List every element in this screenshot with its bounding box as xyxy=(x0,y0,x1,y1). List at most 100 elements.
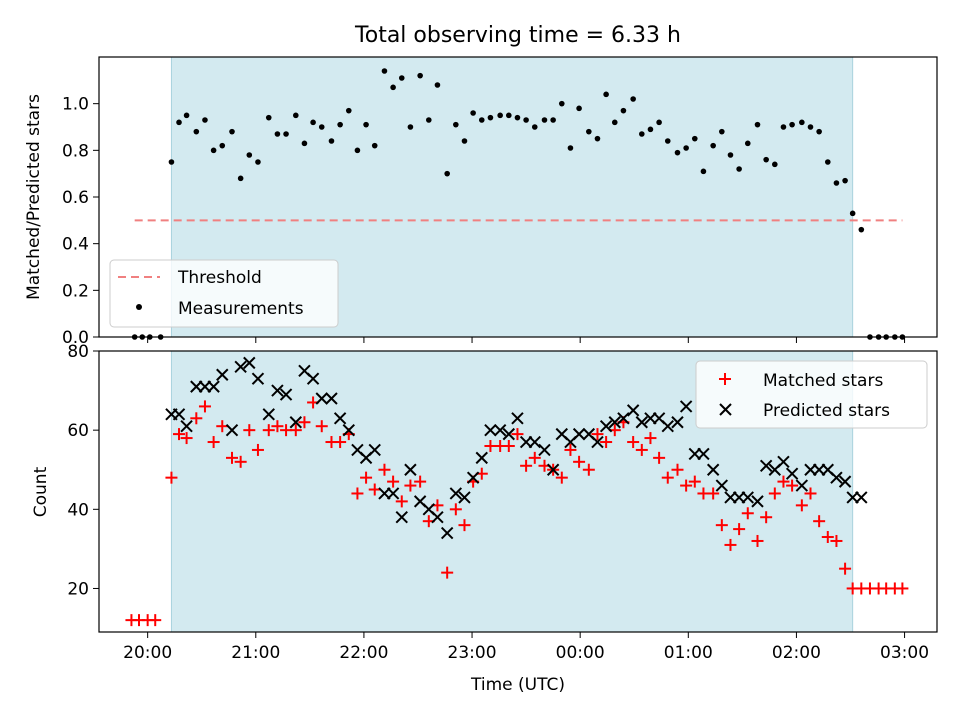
predicted-point xyxy=(271,384,284,397)
count-legend-matched-label: Matched stars xyxy=(763,371,883,391)
matched-point xyxy=(760,511,773,524)
matched-point xyxy=(251,443,264,456)
measurement-point xyxy=(594,135,601,142)
measurement-point xyxy=(176,119,182,126)
matched-point xyxy=(733,523,746,536)
measurement-point xyxy=(345,107,352,114)
xtick-label: 03:00 xyxy=(880,643,929,663)
matched-point xyxy=(528,451,541,464)
matched-point xyxy=(378,463,391,476)
matched-point xyxy=(591,428,604,441)
predicted-point xyxy=(225,423,239,437)
predicted-point xyxy=(333,412,347,425)
predicted-point xyxy=(440,526,454,540)
predicted-point xyxy=(306,372,320,385)
measurement-point xyxy=(789,121,795,128)
xtick-label: 02:00 xyxy=(772,643,821,663)
count-ytick-label: 40 xyxy=(67,500,89,520)
matched-point xyxy=(414,475,427,488)
xtick-label: 22:00 xyxy=(339,643,388,663)
predicted-point xyxy=(671,416,684,429)
predicted-point xyxy=(626,404,640,417)
measurement-point xyxy=(576,105,582,112)
measurement-point xyxy=(620,107,627,114)
matched-point xyxy=(334,436,347,449)
matched-point xyxy=(839,562,852,575)
matched-point xyxy=(582,463,595,476)
measurement-point xyxy=(478,117,485,123)
ratio-ytick-label: 0.6 xyxy=(62,188,89,208)
measurement-point xyxy=(210,147,217,154)
measurement-point xyxy=(531,124,538,130)
xtick-label: 00:00 xyxy=(556,643,605,663)
measurement-point xyxy=(586,128,592,135)
measurement-point xyxy=(550,117,556,123)
measurement-point xyxy=(523,117,529,123)
xtick-label: 01:00 xyxy=(664,643,713,663)
measurement-point xyxy=(363,121,369,128)
measurement-point xyxy=(727,152,734,158)
ratio-panel: 0.0 0.2 0.4 0.6 0.8 1.0 Matched/Predicted sta… xyxy=(24,56,938,348)
measurement-point xyxy=(611,119,618,126)
measurement-point xyxy=(849,210,856,217)
predicted-point xyxy=(706,463,720,476)
predicted-point xyxy=(234,360,247,374)
matched-point xyxy=(315,420,328,433)
measurement-point xyxy=(318,124,325,130)
predicted-point xyxy=(404,463,417,476)
predicted-point xyxy=(216,368,229,381)
predicted-point xyxy=(251,372,265,385)
count-legend-box xyxy=(695,360,928,429)
measurement-point xyxy=(780,124,787,130)
ratio-series-0 xyxy=(131,68,906,340)
predicted-point xyxy=(493,423,507,437)
measurement-point xyxy=(807,124,814,130)
measurement-point xyxy=(700,168,707,175)
ratio-legend: Threshold Measurements xyxy=(109,259,339,328)
matched-point xyxy=(351,487,364,500)
matched-point xyxy=(724,538,737,551)
measurement-point xyxy=(283,131,289,137)
matched-point xyxy=(821,531,834,544)
predicted-point xyxy=(617,412,630,425)
measurement-point xyxy=(763,156,769,163)
matched-point xyxy=(368,483,381,496)
predicted-point xyxy=(591,435,604,449)
measurement-point xyxy=(246,152,253,158)
predicted-point xyxy=(449,487,463,500)
predicted-point xyxy=(661,419,674,433)
measurement-point xyxy=(639,131,645,137)
ratio-ytick-label: 0.0 xyxy=(62,328,89,348)
predicted-point xyxy=(751,495,764,508)
matched-point xyxy=(768,487,781,500)
matched-point xyxy=(458,519,471,532)
ratio-legend-threshold-label: Threshold xyxy=(177,268,262,288)
matched-point xyxy=(298,416,311,429)
predicted-point xyxy=(759,459,773,472)
measurement-point xyxy=(754,121,761,128)
matched-point xyxy=(149,614,162,627)
measurement-point xyxy=(630,96,636,102)
matched-point xyxy=(600,436,613,449)
measurement-point xyxy=(683,145,689,151)
matched-point xyxy=(289,424,302,437)
measurement-point xyxy=(237,175,244,182)
predicted-point xyxy=(207,380,220,393)
measurement-point xyxy=(858,226,865,233)
measurement-point xyxy=(842,177,848,184)
measurement-point xyxy=(603,91,609,98)
measurement-point xyxy=(292,112,299,119)
matched-point xyxy=(262,424,275,437)
predicted-point xyxy=(458,491,471,504)
measurement-point xyxy=(425,117,432,123)
measurement-point xyxy=(328,138,335,144)
measurement-point xyxy=(202,117,208,123)
matched-point xyxy=(234,455,247,468)
measurement-point xyxy=(390,84,396,91)
predicted-point xyxy=(484,423,497,437)
ratio-y-axis-label: Matched/Predicted stars xyxy=(24,94,44,300)
matched-point xyxy=(207,436,220,449)
measurement-point xyxy=(470,110,476,116)
predicted-point xyxy=(315,392,328,405)
measurement-point xyxy=(229,128,235,135)
